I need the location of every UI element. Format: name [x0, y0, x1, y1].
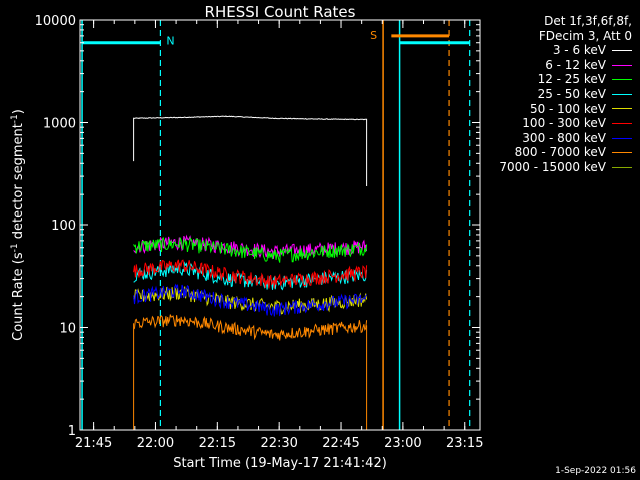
y-tick-label: 1: [68, 424, 76, 439]
legend-item-label: 25 - 50 keV: [537, 86, 606, 101]
legend-swatch: [612, 64, 632, 66]
y-axis-label-end: ): [11, 109, 26, 114]
series-line-12-25keV: [133, 236, 368, 263]
x-tick-label: 22:15: [199, 436, 236, 451]
x-axis-label: Start Time (19-May-17 21:41:42): [173, 456, 387, 471]
legend-item: 6 - 12 keV: [482, 58, 632, 73]
legend-item-label: 300 - 800 keV: [522, 130, 606, 145]
legend-swatch: [612, 49, 632, 51]
y-tick-label: 10000: [35, 14, 76, 29]
x-tick-label: 21:45: [75, 436, 112, 451]
legend-item: 100 - 300 keV: [482, 116, 632, 131]
legend-swatch: [612, 166, 632, 168]
x-tick-label: 23:00: [384, 436, 421, 451]
legend-swatch: [612, 137, 632, 139]
legend-item-label: 800 - 7000 keV: [514, 145, 606, 160]
legend-header-2: FDecim 3, Att 0: [538, 28, 632, 43]
legend-item-label: 50 - 100 keV: [529, 101, 606, 116]
legend-swatch: [612, 79, 632, 81]
legend-item-label: 6 - 12 keV: [545, 57, 606, 72]
legend-item: 800 - 7000 keV: [482, 145, 632, 160]
legend-item: 25 - 50 keV: [482, 87, 632, 102]
legend-swatch: [612, 152, 632, 154]
series-line-800-7000keV: [133, 314, 368, 341]
y-axis-label-sup1: -1: [10, 243, 20, 252]
series-line-3-6keV: [133, 115, 368, 186]
chart-title: RHESSI Count Rates: [205, 3, 356, 21]
legend-item: 3 - 6 keV: [482, 43, 632, 58]
plot-frame: [79, 19, 481, 431]
y-tick-label: 10: [59, 322, 76, 337]
legend-header-1: Det 1f,3f,6f,8f,: [544, 14, 632, 28]
legend: Det 1f,3f,6f,8f, FDecim 3, Att 0 3 - 6 k…: [482, 14, 632, 175]
x-tick-label: 22:45: [322, 436, 359, 451]
legend-swatch: [612, 93, 632, 95]
x-tick-label: 23:15: [446, 436, 483, 451]
legend-item: 50 - 100 keV: [482, 102, 632, 117]
legend-item: 7000 - 15000 keV: [482, 160, 632, 175]
series-line-6-12keV: [133, 234, 368, 259]
legend-item: 300 - 800 keV: [482, 131, 632, 146]
y-axis-label-main: Count Rate (s: [11, 252, 26, 341]
y-tick-label: 1000: [43, 117, 76, 132]
y-axis-label-mid: detector segment: [11, 123, 26, 243]
legend-swatch: [612, 122, 632, 124]
legend-swatch: [612, 108, 632, 110]
legend-item-label: 3 - 6 keV: [552, 43, 606, 58]
series-line-300-800keV: [133, 283, 368, 317]
y-tick-label: 100: [51, 219, 76, 234]
x-tick-label: 22:30: [260, 436, 297, 451]
legend-item: 12 - 25 keV: [482, 72, 632, 87]
legend-item-label: 12 - 25 keV: [537, 72, 606, 87]
legend-item-label: 7000 - 15000 keV: [499, 159, 606, 174]
series-line-100-300keV: [133, 259, 368, 289]
y-axis-label: Count Rate (s-1 detector segment-1): [10, 109, 26, 341]
saa-label: S: [370, 29, 377, 42]
night-label: N: [166, 35, 174, 48]
legend-item-label: 100 - 300 keV: [522, 116, 606, 131]
x-tick-label: 22:00: [137, 436, 174, 451]
timestamp: 1-Sep-2022 01:56: [555, 466, 636, 476]
y-axis-label-sup2: -1: [10, 114, 20, 123]
